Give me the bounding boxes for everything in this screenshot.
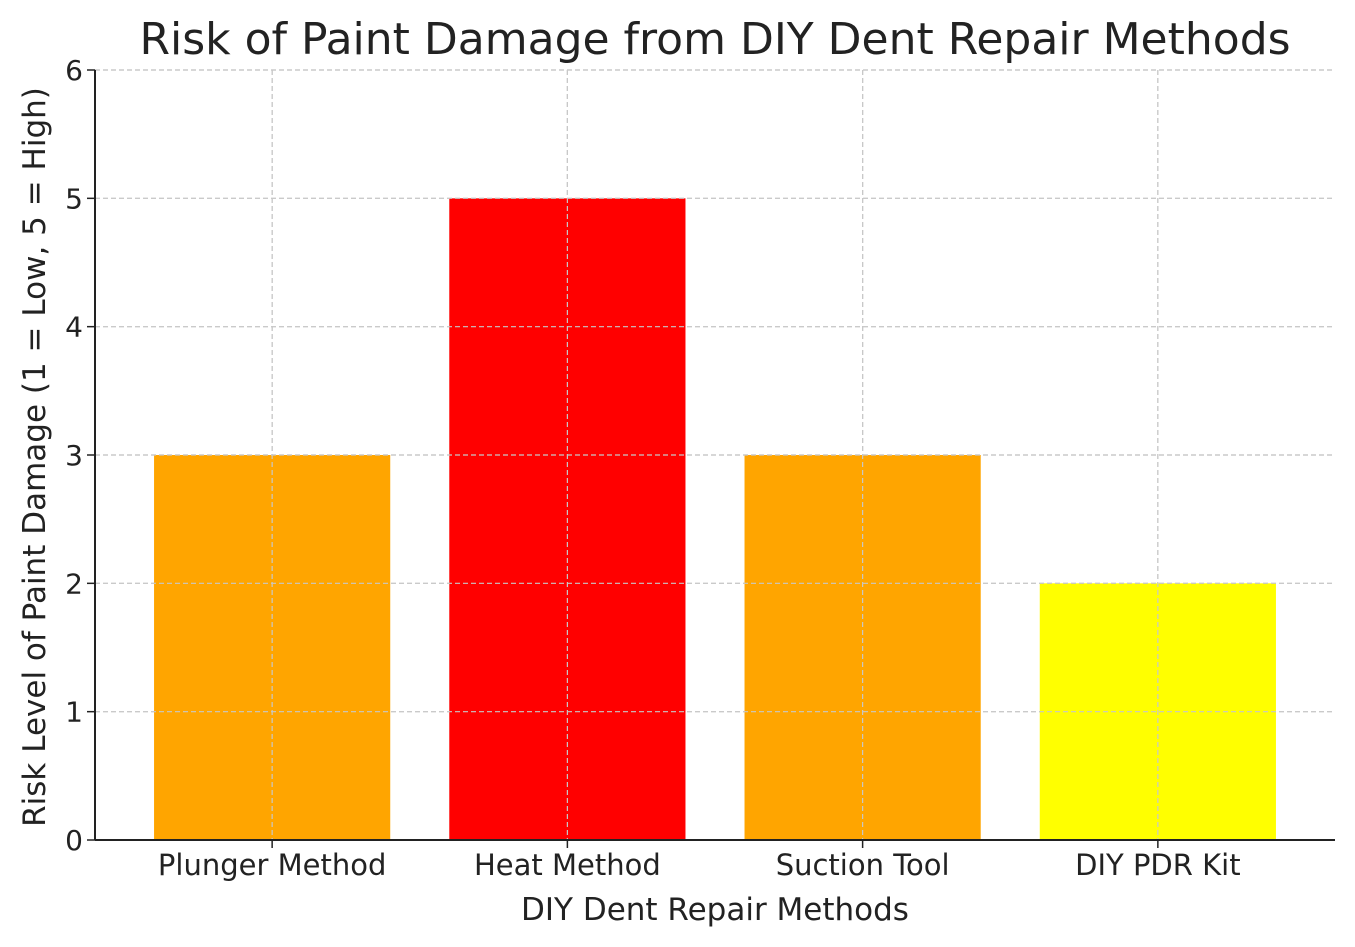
x-tick-label: Heat Method bbox=[474, 848, 661, 882]
y-tick-label: 0 bbox=[65, 824, 83, 857]
y-tick-label: 4 bbox=[65, 311, 83, 344]
y-tick-label: 5 bbox=[65, 182, 83, 215]
tick-labels: 0 1 2 3 4 5 6 Plunger Method Heat Method Suction … bbox=[65, 54, 1240, 882]
y-tick-label: 1 bbox=[65, 696, 83, 729]
chart-title: Risk of Paint Damage from DIY Dent Repai… bbox=[139, 14, 1290, 65]
x-tick-label: DIY PDR Kit bbox=[1075, 848, 1240, 882]
x-axis-label: DIY Dent Repair Methods bbox=[521, 892, 909, 928]
y-tick-label: 6 bbox=[65, 54, 83, 87]
y-tick-label: 3 bbox=[65, 439, 83, 472]
bars bbox=[95, 69, 1335, 841]
x-tick-label: Plunger Method bbox=[158, 848, 386, 882]
y-axis-label: Risk Level of Paint Damage (1 = Low, 5 =… bbox=[17, 87, 53, 827]
x-tick-label: Suction Tool bbox=[776, 848, 950, 882]
y-tick-label: 2 bbox=[65, 567, 83, 600]
axes bbox=[87, 69, 1335, 848]
